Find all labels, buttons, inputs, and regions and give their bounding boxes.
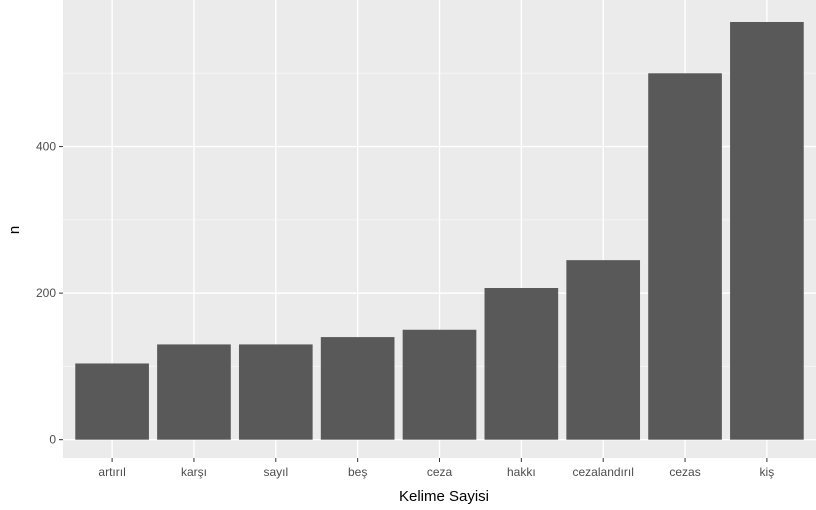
- x-tick-label: cezalandırıl: [573, 465, 634, 479]
- y-axis: 0 200 400: [36, 140, 63, 447]
- bar-ceza: [402, 329, 477, 440]
- bar-kiş: [730, 21, 804, 440]
- x-tick-label: ceza: [427, 465, 453, 479]
- bar-beş: [320, 337, 395, 440]
- x-tick-label: beş: [348, 465, 367, 479]
- bar-hakkı: [484, 287, 559, 440]
- y-tick-label: 400: [36, 140, 56, 154]
- y-axis-title: n: [6, 226, 23, 234]
- bar-sayıl: [238, 344, 313, 440]
- x-axis: artırıl karşı sayıl beş ceza hakkı cezalandırı…: [98, 458, 774, 479]
- bar-cezalandırıl: [566, 260, 641, 440]
- x-tick-label: karşı: [181, 465, 207, 479]
- x-tick-label: kiş: [760, 465, 775, 479]
- x-tick-label: hakkı: [507, 465, 536, 479]
- bar-artırıl: [75, 363, 149, 440]
- x-axis-title: Kelime Sayisi: [399, 488, 489, 505]
- bar-karşı: [157, 344, 231, 440]
- x-tick-label: artırıl: [98, 465, 125, 479]
- bar-cezas: [648, 73, 722, 440]
- x-tick-label: sayıl: [263, 465, 288, 479]
- y-tick-label: 0: [49, 433, 56, 447]
- x-tick-label: cezas: [669, 465, 700, 479]
- y-tick-label: 200: [36, 286, 56, 300]
- bars: [75, 21, 804, 440]
